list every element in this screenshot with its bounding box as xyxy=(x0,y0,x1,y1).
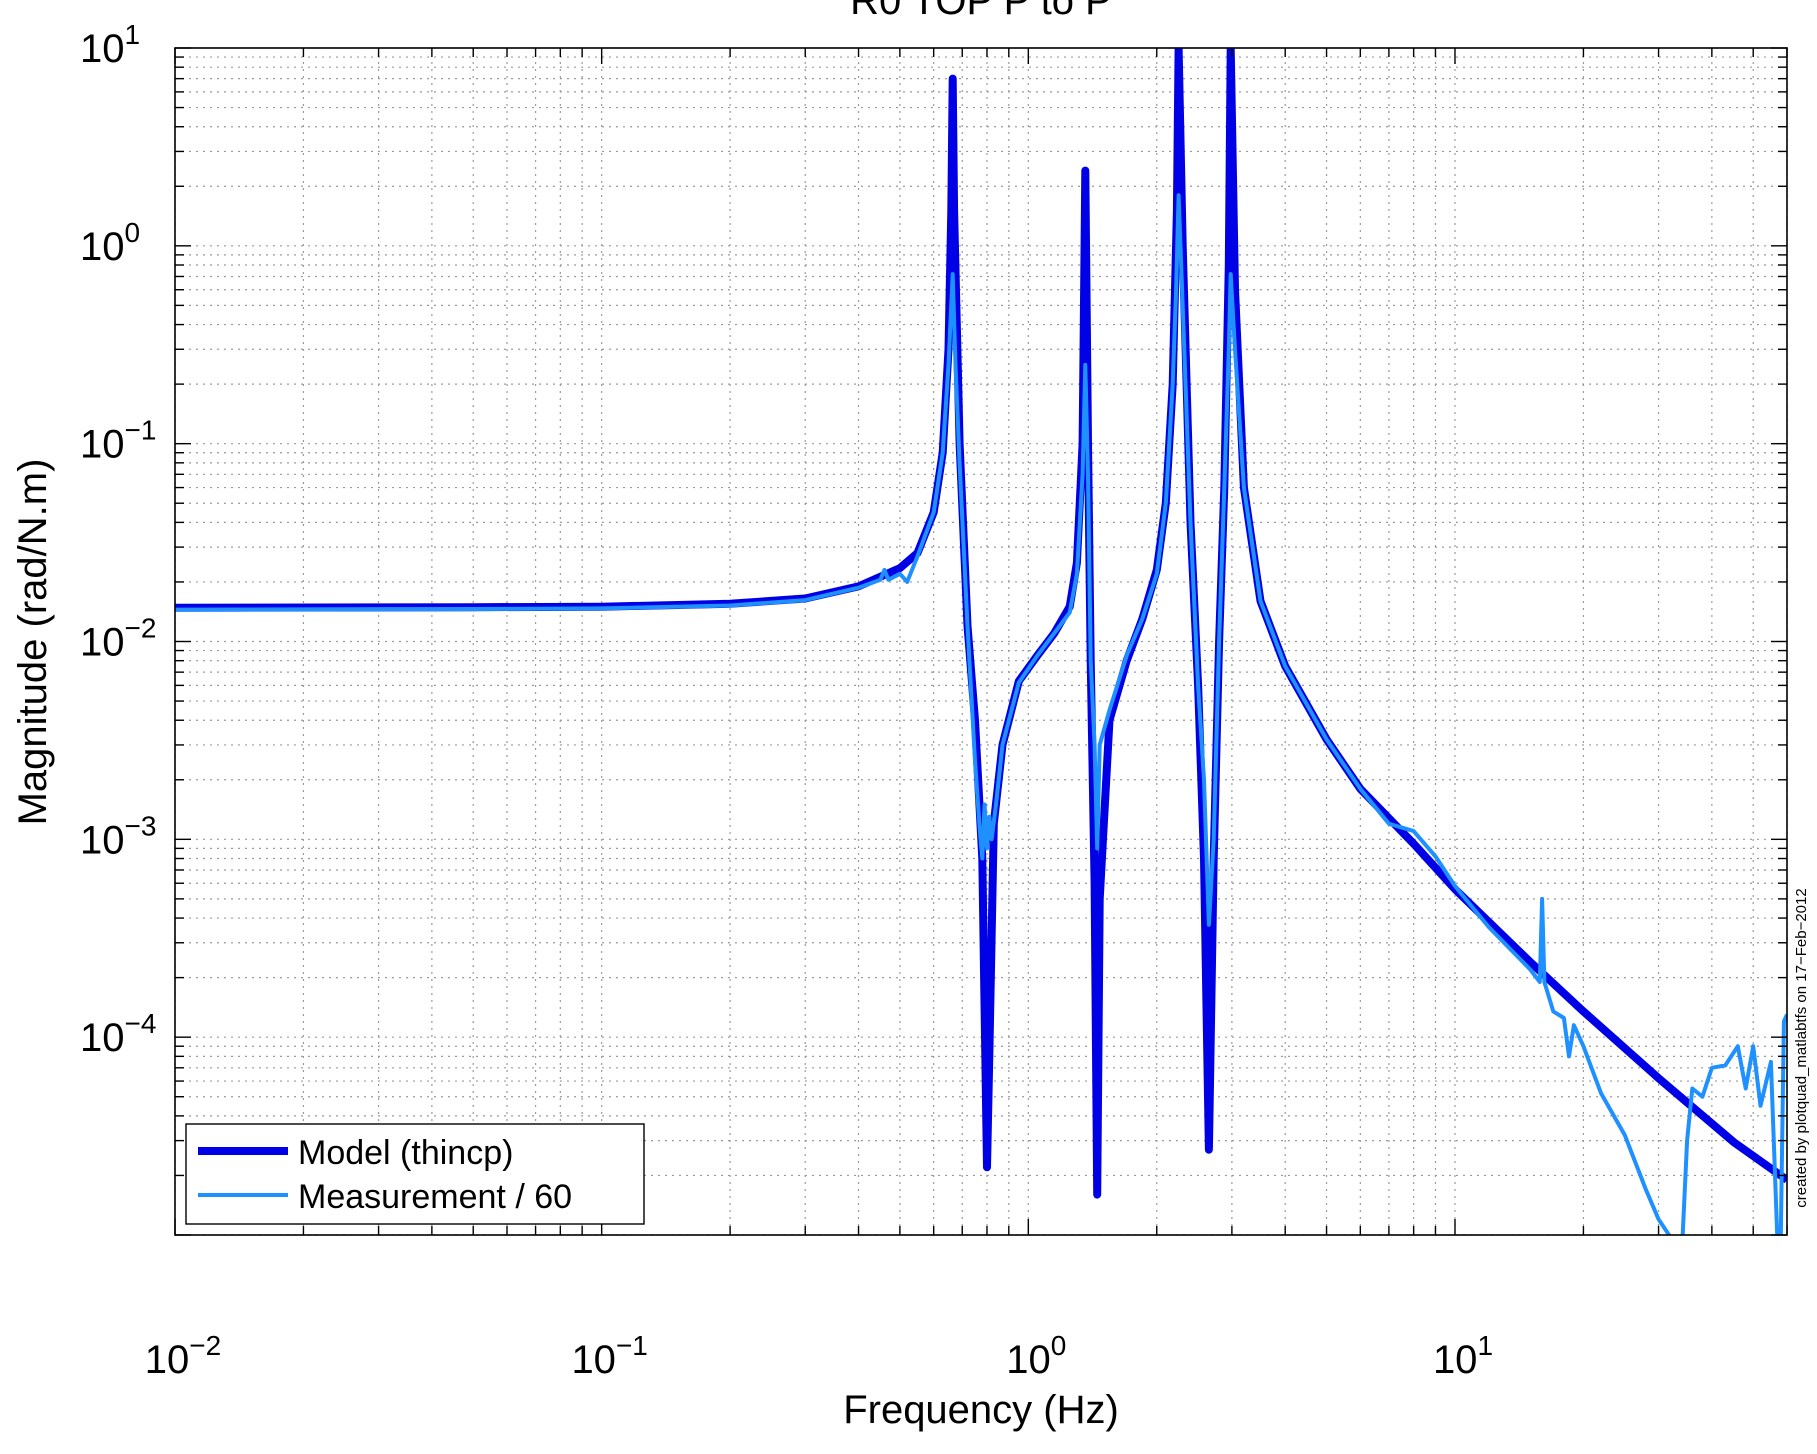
y-tick-label: 10−4 xyxy=(80,1008,156,1060)
y-tick-label: 10−1 xyxy=(80,415,156,467)
x-tick-label: 101 xyxy=(1433,1330,1493,1382)
x-tick-label: 100 xyxy=(1006,1330,1066,1382)
x-axis-label: Frequency (Hz) xyxy=(843,1388,1119,1432)
creation-annotation: created by plotquad_matlabtfs on 17−Feb−… xyxy=(1793,888,1810,1207)
axis-ticks: 10−2 10−1 100 101 10−4 10−3 10−2 10−1 100 101 xyxy=(80,19,1788,1382)
y-tick-label: 100 xyxy=(80,217,140,269)
y-tick-label: 10−3 xyxy=(80,810,156,862)
x-tick-label: 10−2 xyxy=(145,1330,221,1382)
y-tick-label: 101 xyxy=(80,19,140,71)
measurement-series-line xyxy=(175,193,1787,1235)
legend: Model (thincp) Measurement / 60 xyxy=(185,1123,645,1225)
y-tick-label: 10−2 xyxy=(80,613,156,665)
legend-label-model: Model (thincp) xyxy=(298,1134,513,1172)
x-tick-label: 10−1 xyxy=(571,1330,647,1382)
chart-title: R0 TOP P to P xyxy=(850,0,1112,23)
y-axis-label: Magnitude (rad/N.m) xyxy=(11,459,55,826)
legend-box xyxy=(185,1123,645,1225)
legend-label-measurement: Measurement / 60 xyxy=(298,1178,572,1216)
series-layer xyxy=(175,48,1787,1235)
